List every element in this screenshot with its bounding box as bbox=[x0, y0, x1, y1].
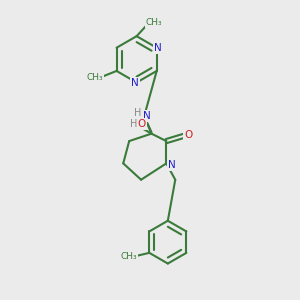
Text: CH₃: CH₃ bbox=[145, 18, 162, 27]
Text: N: N bbox=[143, 111, 151, 121]
Text: H: H bbox=[130, 119, 137, 129]
Text: N: N bbox=[168, 160, 176, 170]
Text: N: N bbox=[131, 77, 139, 88]
Text: H: H bbox=[134, 108, 141, 118]
Text: O: O bbox=[138, 119, 146, 129]
Text: O: O bbox=[184, 130, 193, 140]
Text: N: N bbox=[154, 43, 162, 53]
Text: CH₃: CH₃ bbox=[86, 73, 103, 82]
Text: CH₃: CH₃ bbox=[120, 252, 137, 261]
